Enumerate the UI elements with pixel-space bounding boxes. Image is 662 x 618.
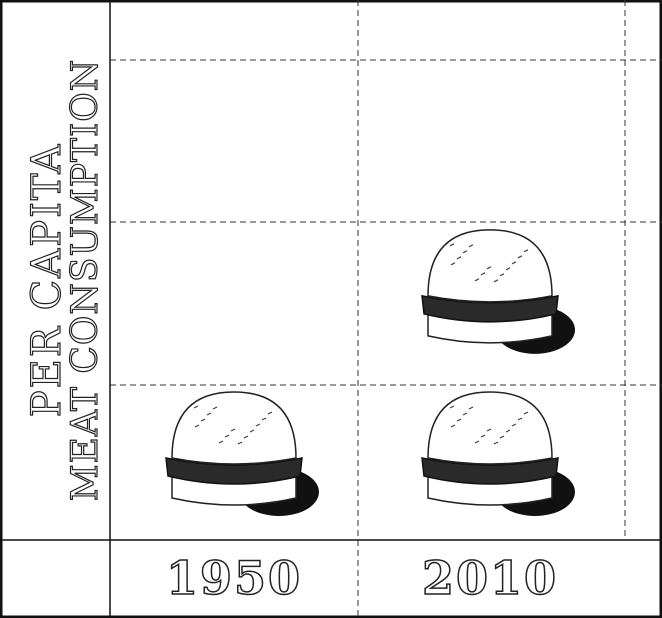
seed [449,243,455,247]
seed [486,266,492,270]
seed [450,262,456,266]
seed [462,412,468,416]
top-bun [427,229,553,303]
patty [165,457,303,485]
seed [505,429,511,433]
seed [511,423,517,427]
seed [517,417,523,421]
seed [456,256,462,260]
patty [421,457,559,485]
seed [493,441,499,445]
y-axis-label: PER CAPITA MEAT CONSUMPTION [23,58,106,502]
burger-stack [421,229,575,516]
seed [517,255,523,259]
seed [462,250,468,254]
seed [480,272,486,276]
seed [243,435,249,439]
seed [486,428,492,432]
seed [499,273,505,277]
seed [523,249,529,253]
seed [474,440,480,444]
y-label-line: MEAT CONSUMPTION [65,59,106,502]
seed [200,418,206,422]
seed [212,406,218,410]
seed [267,411,273,415]
seed [480,434,486,438]
x-tick-label: 2010 [422,551,558,605]
seed [474,278,480,282]
seed [499,435,505,439]
seed [261,417,267,421]
top-bun [171,391,297,465]
seed [224,434,230,438]
seed [468,406,474,410]
seed [237,441,243,445]
seed [193,405,199,409]
seed [218,440,224,444]
seed [450,424,456,428]
seed [505,267,511,271]
seed [523,411,529,415]
x-tick-label: 1950 [166,551,302,605]
y-label-line: PER CAPITA [24,143,70,418]
seed [255,423,261,427]
seed [194,424,200,428]
seed [206,412,212,416]
top-bun [427,391,553,465]
burger-stack [165,391,319,516]
seed [511,261,517,265]
seed [249,429,255,433]
seed [456,418,462,422]
patty [421,294,559,323]
seed [468,244,474,248]
seed [449,405,455,409]
seed [230,428,236,432]
seed [493,279,499,283]
